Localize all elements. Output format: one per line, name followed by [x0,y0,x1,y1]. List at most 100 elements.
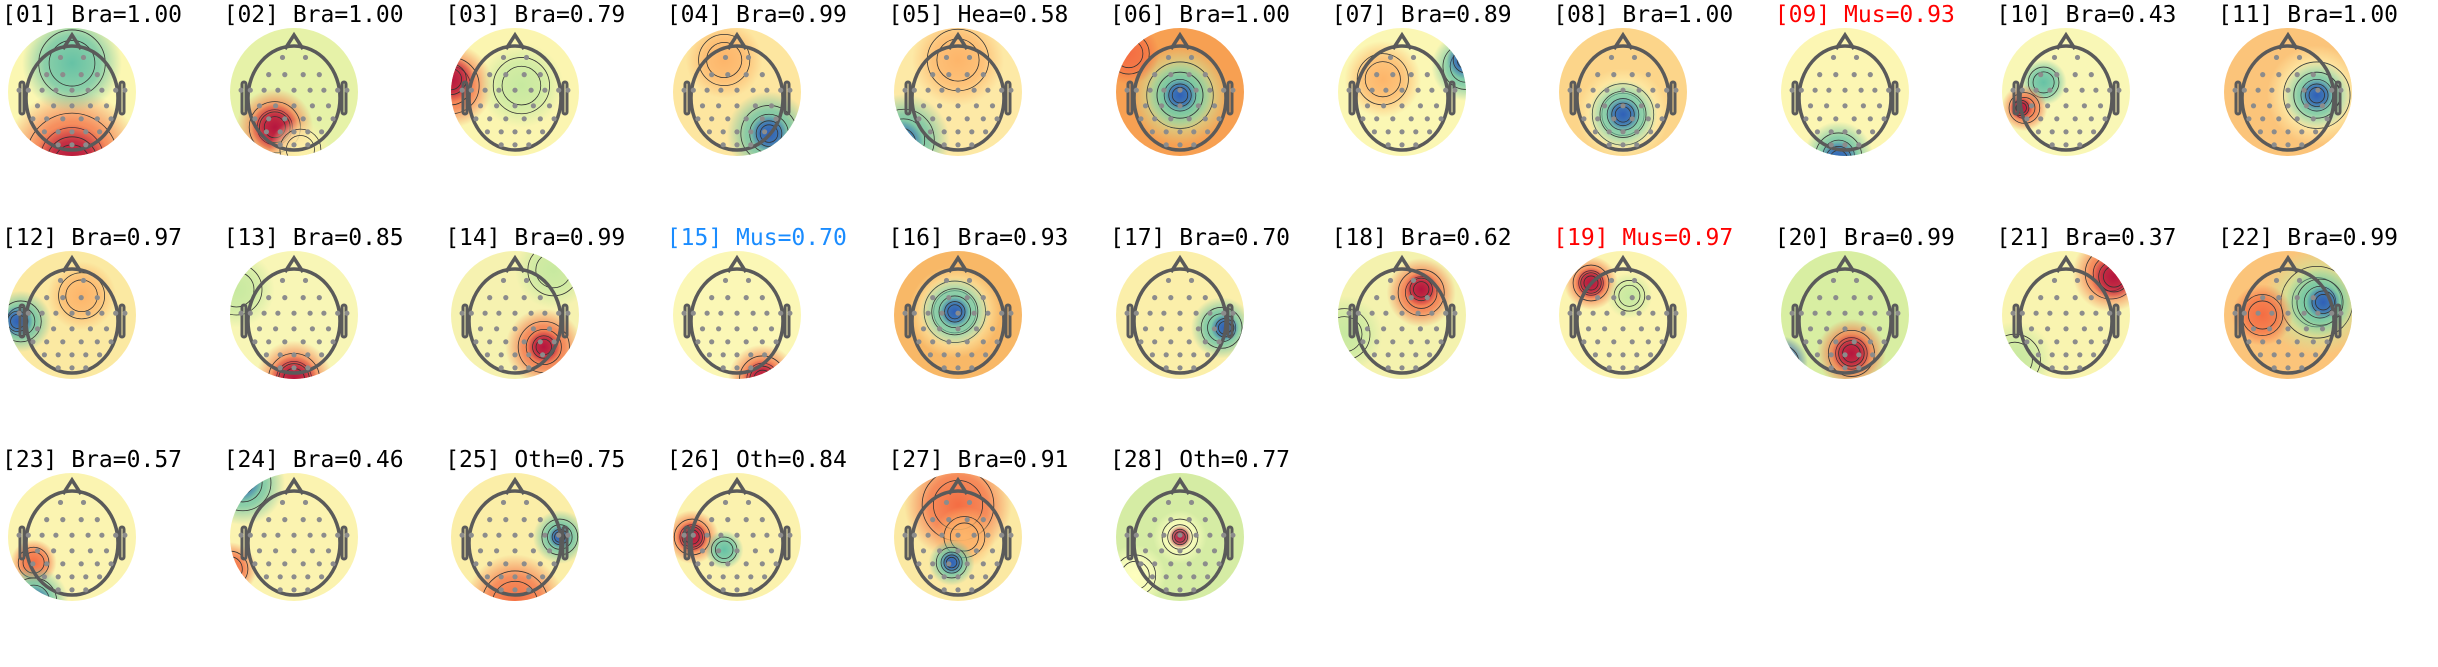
electrode-marker [1803,338,1809,344]
electrode-marker [325,325,331,331]
electrode-marker [503,116,509,122]
electrode-marker [256,325,262,331]
ear-icon [904,80,912,116]
electrode-marker [1842,129,1848,135]
electrode-marker [2324,338,2330,344]
electrode-marker [2049,142,2056,148]
electrode-marker [1659,338,1665,344]
electrode-marker [494,325,500,331]
electrode-marker [720,142,726,148]
electrode-marker [1207,532,1213,538]
electrode-marker [55,574,61,580]
electrode-marker [981,517,987,523]
electrode-marker [925,87,932,93]
electrode-marker [2063,325,2069,331]
electrode-marker [2257,129,2263,135]
topomap [894,250,1023,379]
head-outline [467,489,563,597]
ear-icon [1126,525,1134,561]
electrode-marker [1355,310,1361,316]
electrode-marker [551,561,557,567]
ear-icon [783,525,791,561]
electrode-marker [272,103,278,109]
electrode-marker [941,142,948,148]
electrode-marker [1202,517,1208,523]
electrode-marker [521,294,527,300]
electrode-marker [1369,87,1375,93]
ear-icon [1791,80,1799,116]
contour-line [894,108,936,156]
electrode-marker [1842,87,1848,93]
electrode-marker [1364,103,1370,109]
topomap [1116,250,1244,379]
contour-line [451,63,467,95]
head-outline [24,266,120,375]
electrode-marker [1789,310,1795,316]
electrode-marker [983,351,989,357]
electrode-marker [1673,310,1679,316]
electrode-marker [1211,103,1218,109]
electrode-marker [99,310,105,316]
electrode-marker [261,310,267,316]
component-label: [05] Hea=0.58 [888,2,1069,28]
electrode-marker [2255,310,2261,316]
electrode-marker [1638,325,1645,331]
head-outline [1353,44,1450,152]
electrode-marker [1634,351,1640,357]
component-label: [20] Bra=0.99 [1774,224,1955,251]
electrode-marker [484,574,491,580]
electrode-marker [2082,103,2088,109]
electrode-marker [2285,351,2291,357]
contour-line [8,300,42,342]
topomap-blob [1606,272,1653,319]
electrode-marker [990,325,996,331]
electrode-marker [1433,103,1439,109]
electrode-marker [1842,103,1848,109]
electrode-marker [743,517,749,523]
electrode-marker [1606,351,1612,357]
topomap-blob [33,123,111,156]
electrode-marker [990,548,996,554]
electrode-marker [1620,129,1626,135]
electrode-marker [512,142,518,148]
electrode-marker [2285,325,2291,331]
electrode-marker [2319,103,2326,109]
electrode-marker [1133,87,1139,93]
electrode-marker [501,277,507,283]
electrode-marker [512,364,518,370]
electrode-marker [41,574,48,580]
electrode-marker [277,129,283,135]
ear-icon [118,303,126,338]
electrode-marker [122,310,128,316]
electrode-marker [320,87,327,93]
electrode-marker [1142,325,1149,331]
contour-line [1174,531,1186,543]
electrode-marker [734,142,740,148]
electrode-marker [44,72,50,78]
electrode-marker [928,574,934,580]
topomap [894,473,1023,601]
electrode-marker [747,587,754,593]
electrode-marker [928,351,934,357]
electrode-marker [1355,87,1361,93]
electrode-marker [773,116,779,122]
electrode-marker [2273,277,2280,283]
electrode-marker [999,87,1005,93]
electrode-marker [1611,116,1617,122]
component-label: [19] Mus=0.97 [1553,224,1734,251]
electrode-marker [734,87,740,93]
electrode-marker [1424,338,1430,344]
electrode-marker [1636,310,1642,316]
electrode-marker [2232,310,2238,316]
electrode-marker [512,548,518,554]
component-topomap: [15] Mus=0.70 [665,223,886,445]
electrode-marker [512,103,518,109]
electrode-marker [2038,294,2044,300]
topomap [229,250,358,379]
component-topomap: [27] Bra=0.91 [886,445,1107,667]
electrode-marker [2075,54,2081,61]
electrode-marker [103,325,110,331]
electrode-marker [967,54,973,61]
electrode-marker [939,310,945,316]
contour-line [501,65,542,106]
